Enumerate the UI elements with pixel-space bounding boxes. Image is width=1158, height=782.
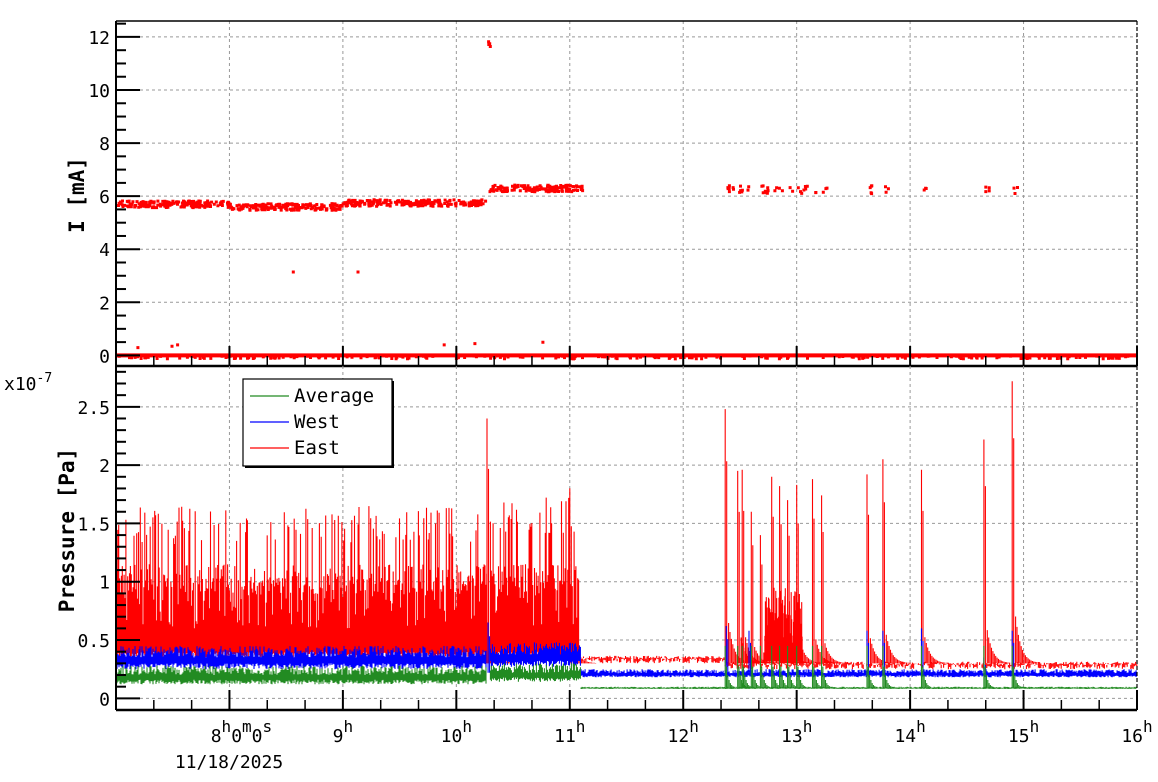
top-axes [115, 20, 1138, 368]
x-tick-label: 8h0m0s [211, 717, 272, 747]
current-panel: 0 2 4 6 8 10 12 I [mA] [65, 20, 1138, 368]
current-data-points [116, 40, 1137, 361]
top-y-tick-label: 2 [99, 293, 110, 314]
top-y-tick-label: 6 [99, 187, 110, 208]
legend-label-west: West [294, 411, 340, 433]
legend: Average West East [242, 378, 394, 468]
bottom-y-tick-label: 0.5 [77, 631, 110, 652]
x-tick-label: 15h [1008, 717, 1039, 747]
x-tick-labels: 8h0m0s 9h 10h 11h 12h 13h 14h 15h 16h [211, 717, 1153, 747]
x-tick-label: 16h [1121, 717, 1152, 747]
top-y-tick-label: 4 [99, 240, 110, 261]
bottom-y-tick-label: 0 [99, 689, 110, 710]
x-tick-label: 12h [668, 717, 699, 747]
bottom-axes [115, 366, 1138, 712]
bottom-y-axis-title: Pressure [Pa] [55, 448, 79, 612]
top-y-tick-labels: 0 2 4 6 8 10 12 [88, 28, 110, 367]
bottom-y-tick-label: 1.5 [77, 514, 110, 535]
x-tick-label: 11h [554, 717, 585, 747]
x-tick-label: 14h [894, 717, 925, 747]
x-tick-label: 13h [781, 717, 812, 747]
bottom-y-tick-label: 1 [99, 573, 110, 594]
top-y-tick-label: 0 [99, 346, 110, 367]
legend-item-east: East [250, 437, 340, 459]
legend-label-east: East [294, 437, 340, 459]
bottom-y-tick-label: 2.5 [77, 398, 110, 419]
y-exponent-label: x10-7 [4, 371, 52, 395]
top-y-axis-title: I [mA] [65, 157, 89, 233]
legend-label-average: Average [294, 385, 374, 407]
top-y-tick-label: 12 [88, 28, 110, 49]
bottom-y-tick-label: 2 [99, 456, 110, 477]
legend-item-average: Average [250, 385, 374, 407]
pressure-panel: 0 0.5 1 1.5 2 2.5 Pressure [Pa] x10-7 Average… [4, 366, 1138, 712]
date-label: 11/18/2025 [175, 752, 283, 773]
top-y-tick-label: 10 [88, 81, 110, 102]
top-y-tick-label: 8 [99, 134, 110, 155]
legend-item-west: West [250, 411, 340, 433]
x-tick-label: 10h [441, 717, 472, 747]
bottom-y-tick-labels: 0 0.5 1 1.5 2 2.5 [77, 398, 110, 711]
top-grid [116, 21, 1138, 366]
x-tick-label: 9h [333, 717, 353, 747]
